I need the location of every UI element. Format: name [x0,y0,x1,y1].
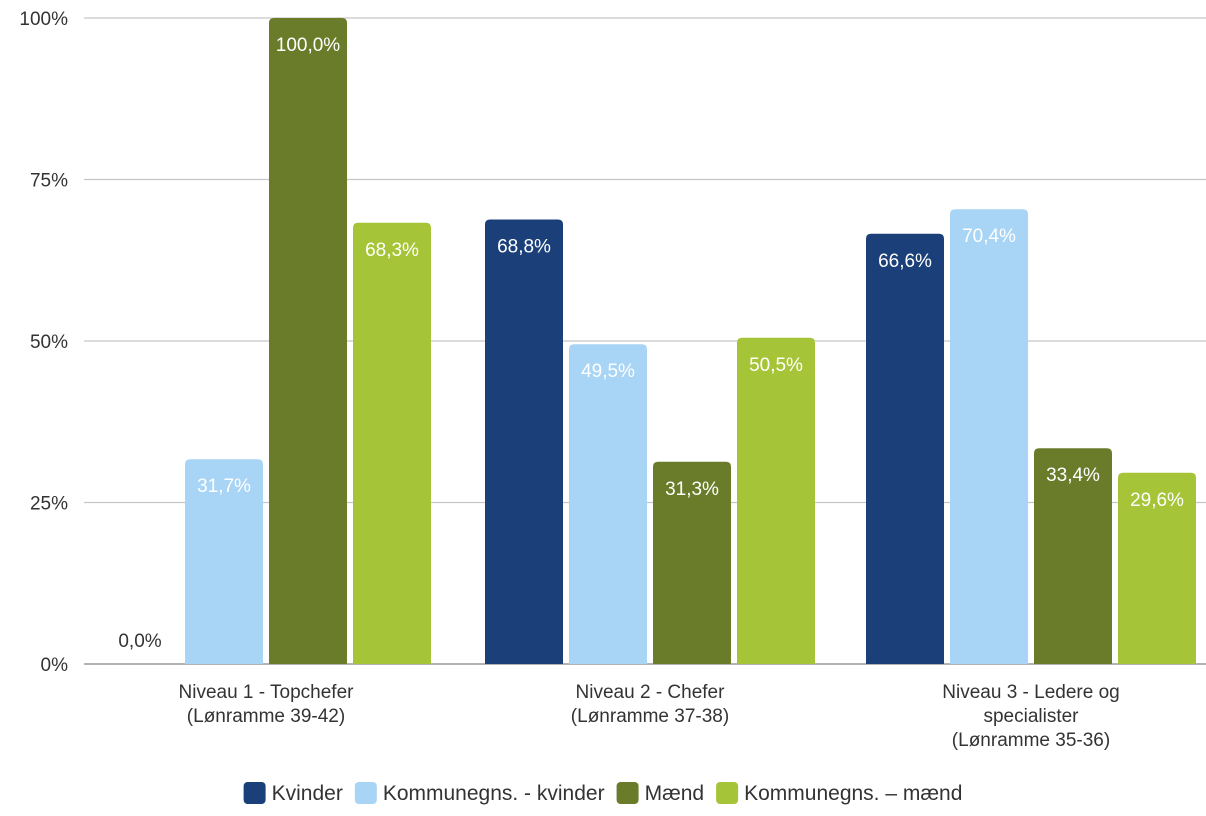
x-category-label-line: specialister [983,706,1079,727]
bar-series-2-category-1 [653,461,731,664]
legend-swatch [616,782,639,804]
y-tick-label: 100% [19,9,68,30]
legend-label: Mænd [645,782,705,805]
legend-swatch [354,782,377,804]
data-label: 33,4% [1046,465,1100,486]
y-tick-label: 50% [30,332,68,353]
legend-swatch [716,782,739,804]
x-category-label: Niveau 1 - Topchefer (Lønramme 39-42) [179,682,355,727]
x-category-label-line: Niveau 3 - Ledere og [942,682,1119,703]
legend-item: Kommunegns. – mænd [716,782,962,805]
data-label: 49,5% [581,361,635,382]
x-category-label-line: Niveau 2 - Chefer [576,682,726,703]
x-category-label-line: (Lønramme 37-38) [571,706,729,727]
legend-label: Kvinder [272,782,343,805]
x-category-label: Niveau 3 - Ledere og specialister (Lønramm… [942,682,1119,751]
data-label: 68,8% [497,237,551,258]
data-label: 68,3% [365,240,419,261]
bars [185,18,1196,665]
data-label: 29,6% [1130,490,1184,511]
x-category-label-line: Niveau 1 - Topchefer [179,682,355,703]
bar-series-3-category-0 [353,222,431,665]
bar-series-3-category-2 [1118,472,1196,664]
y-tick-label: 0% [41,655,69,676]
legend-item: Kommunegns. - kvinder [354,782,605,805]
data-label: 31,3% [665,479,719,500]
bar-series-2-category-2 [1034,448,1112,664]
x-category-label-line: (Lønramme 39-42) [187,706,345,727]
bar-series-1-category-0 [185,459,263,664]
x-axis-labels: Niveau 1 - Topchefer (Lønramme 39-42)Nive… [179,682,1120,751]
bar-series-0-category-2 [866,233,944,664]
y-tick-label: 25% [30,494,68,515]
bar-series-0-category-1 [485,219,563,664]
data-label: 70,4% [962,226,1016,247]
y-tick-label: 75% [30,171,68,192]
data-label: 0,0% [118,631,161,652]
legend-item: Kvinder [243,782,343,805]
data-label: 66,6% [878,251,932,272]
x-category-label-line: (Lønramme 35-36) [952,730,1110,751]
data-label: 50,5% [749,355,803,376]
legend-label: Kommunegns. - kvinder [383,782,605,805]
x-category-label: Niveau 2 - Chefer (Lønramme 37-38) [571,682,729,727]
legend-swatch [243,782,266,804]
legend-item: Mænd [616,782,705,805]
legend: Kvinder Kommunegns. - kvinder Mænd Kommuneg… [243,782,962,805]
data-label: 100,0% [276,35,341,56]
bar-series-2-category-0 [269,18,347,664]
bar-series-3-category-1 [737,337,815,664]
bar-series-1-category-1 [569,344,647,664]
data-labels: 0,0% 68,8% 66,6% 31,7% 49,5% 70,4% 100,0% 31,3%… [118,35,1184,652]
data-label: 31,7% [197,476,251,497]
legend-label: Kommunegns. – mænd [744,782,962,805]
y-axis-ticks: 0% 25% 50% 75% 100% [19,9,68,676]
bar-series-1-category-2 [950,209,1028,664]
